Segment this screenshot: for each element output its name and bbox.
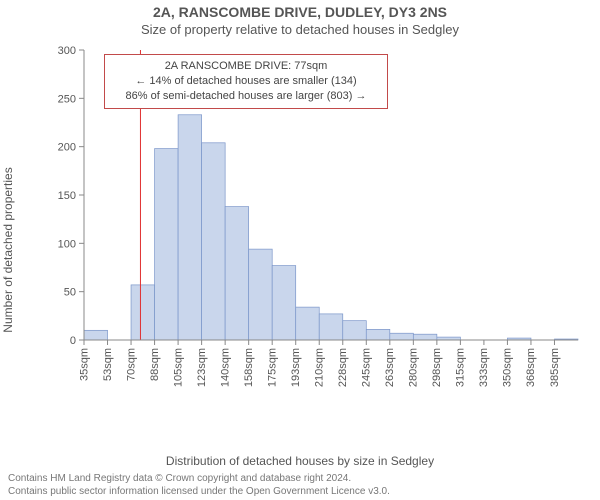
- x-tick-label: 175sqm: [266, 348, 278, 387]
- x-tick-label: 140sqm: [219, 348, 231, 387]
- x-tick-label: 350sqm: [502, 348, 514, 387]
- bar: [131, 285, 155, 340]
- bar: [249, 249, 273, 340]
- bar: [366, 329, 390, 340]
- bar: [225, 207, 249, 340]
- x-tick-label: 368sqm: [525, 348, 537, 387]
- y-axis-label: Number of detached properties: [1, 167, 15, 332]
- footer-line1: Contains HM Land Registry data © Crown c…: [8, 473, 592, 486]
- x-tick-label: 280sqm: [408, 348, 420, 387]
- bar: [272, 266, 296, 340]
- x-tick-label: 333sqm: [478, 348, 490, 387]
- y-tick-label: 300: [58, 45, 76, 57]
- x-tick-label: 228sqm: [337, 348, 349, 387]
- x-tick-label: 315sqm: [455, 348, 467, 387]
- x-tick-label: 298sqm: [431, 348, 443, 387]
- y-tick-label: 0: [70, 335, 76, 347]
- x-tick-label: 263sqm: [384, 348, 396, 387]
- x-tick-label: 35sqm: [78, 348, 90, 381]
- title-main: 2A, RANSCOMBE DRIVE, DUDLEY, DY3 2NS: [0, 4, 600, 20]
- x-tick-label: 158sqm: [243, 348, 255, 387]
- title-sub: Size of property relative to detached ho…: [0, 22, 600, 37]
- x-tick-label: 105sqm: [172, 348, 184, 387]
- x-tick-label: 193sqm: [290, 348, 302, 387]
- bar: [84, 330, 108, 340]
- x-tick-label: 245sqm: [361, 348, 373, 387]
- x-tick-label: 88sqm: [149, 348, 161, 381]
- x-tick-label: 385sqm: [549, 348, 561, 387]
- bar: [155, 149, 179, 340]
- y-tick-label: 250: [58, 93, 76, 105]
- y-tick-label: 50: [64, 287, 76, 299]
- callout-box: 2A RANSCOMBE DRIVE: 77sqm ← 14% of detac…: [104, 54, 388, 109]
- x-tick-label: 53sqm: [102, 348, 114, 381]
- y-tick-label: 150: [58, 190, 76, 202]
- bar: [178, 115, 202, 340]
- callout-line1: 2A RANSCOMBE DRIVE: 77sqm: [113, 59, 379, 74]
- bar: [202, 143, 226, 340]
- x-tick-label: 70sqm: [125, 348, 137, 381]
- footer: Contains HM Land Registry data © Crown c…: [8, 473, 592, 498]
- callout-line2: ← 14% of detached houses are smaller (13…: [113, 74, 379, 89]
- x-tick-label: 123sqm: [196, 348, 208, 387]
- callout-line3: 86% of semi-detached houses are larger (…: [113, 89, 379, 104]
- footer-line2: Contains public sector information licen…: [8, 486, 592, 499]
- bar: [319, 314, 343, 340]
- bar: [343, 321, 367, 340]
- bar: [413, 334, 437, 340]
- x-axis-label: Distribution of detached houses by size …: [0, 454, 600, 468]
- y-tick-label: 100: [58, 238, 76, 250]
- y-tick-label: 200: [58, 142, 76, 154]
- x-tick-label: 210sqm: [314, 348, 326, 387]
- bar: [296, 307, 320, 340]
- bar: [390, 333, 414, 340]
- chart-container: 2A, RANSCOMBE DRIVE, DUDLEY, DY3 2NS Siz…: [0, 0, 600, 500]
